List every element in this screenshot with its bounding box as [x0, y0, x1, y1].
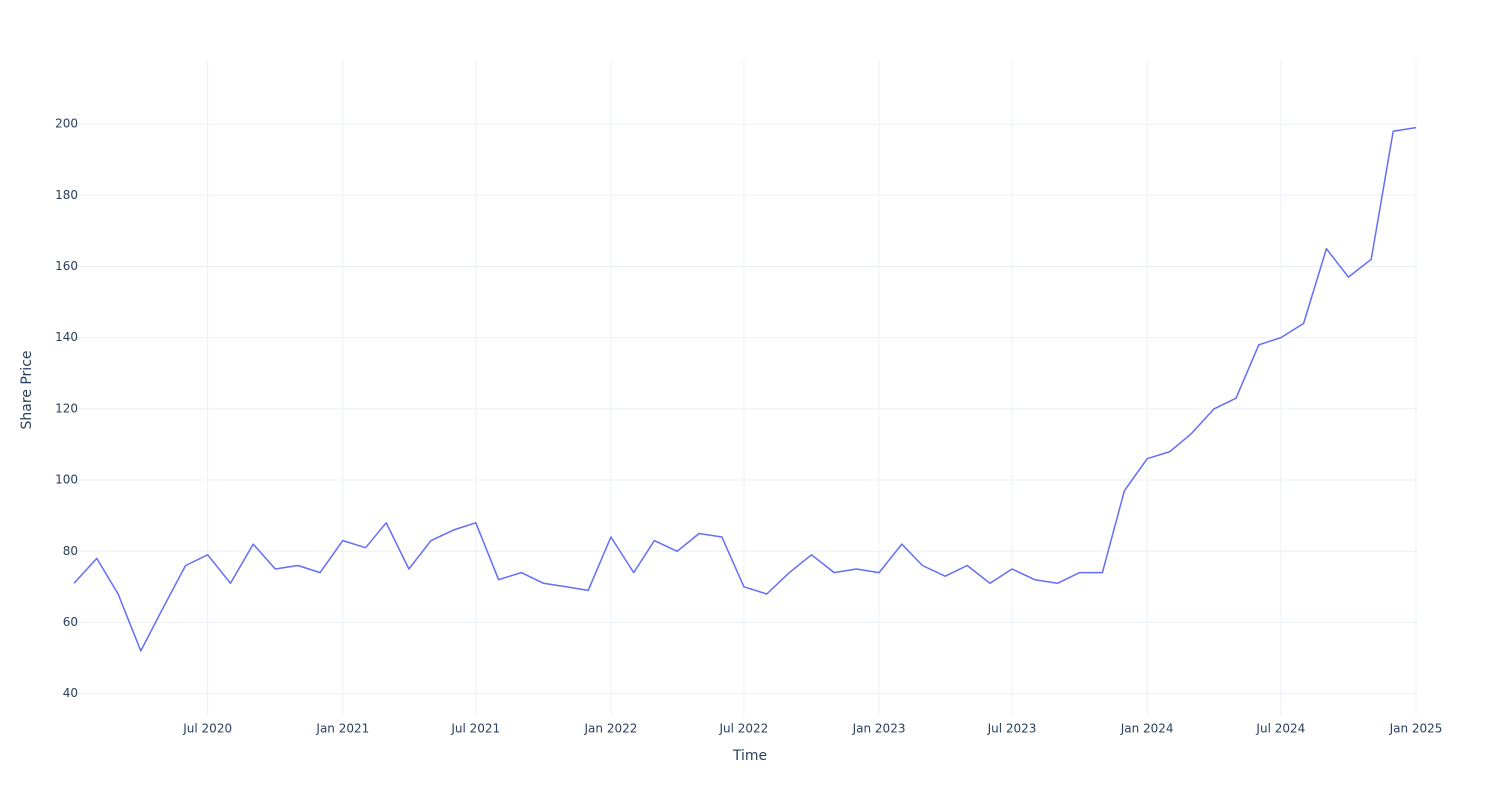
x-tick-label: Jul 2020: [182, 722, 232, 736]
y-axis-title: Share Price: [19, 350, 35, 429]
x-tick-label: Jan 2021: [315, 722, 369, 736]
x-tick-label: Jul 2021: [450, 722, 500, 736]
y-tick-label: 80: [63, 544, 78, 558]
y-tick-label: 100: [55, 473, 78, 487]
x-tick-label: Jul 2024: [1255, 722, 1305, 736]
line: [73, 126, 1417, 652]
x-axis-title: Time: [732, 748, 767, 764]
y-tick-label: 60: [63, 615, 78, 629]
y-tick-label: 160: [55, 259, 78, 273]
y-tick-label: 180: [55, 188, 78, 202]
x-tick-label: Jan 2022: [584, 722, 638, 736]
y-tick-label: 140: [55, 330, 78, 344]
x-tick-label: Jan 2023: [852, 722, 906, 736]
x-tick-label: Jul 2022: [718, 722, 768, 736]
x-tick-label: Jan 2025: [1389, 722, 1443, 736]
y-tick-label: 200: [55, 117, 78, 131]
x-tick-label: Jan 2024: [1120, 722, 1174, 736]
x-tick-label: Jul 2023: [987, 722, 1037, 736]
y-tick-label: 120: [55, 401, 78, 415]
y-tick-label: 40: [63, 686, 78, 700]
